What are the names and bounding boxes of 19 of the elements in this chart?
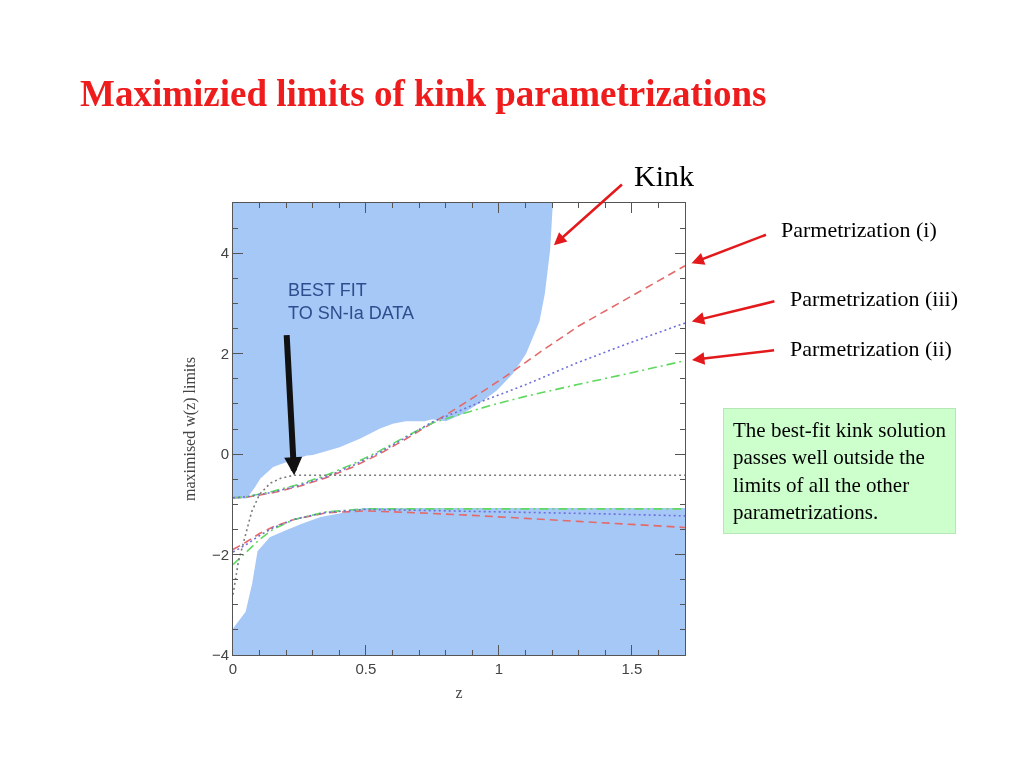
y-tick-label: −4 [211, 646, 229, 664]
y-tick-label: −2 [211, 545, 229, 563]
x-tick-label: 1 [494, 660, 504, 677]
y-tick-label: 4 [220, 244, 229, 262]
y-axis-title: maximised w(z) limits [180, 357, 199, 501]
text: The best-fit kink solution passes well outside the limits of all the other parametrizations. [733, 418, 947, 524]
text: Parmetrization (iii) [790, 286, 958, 311]
y-tick-label: 0 [220, 445, 229, 463]
annotation: BEST FIT TO SN-Ia DATA [288, 280, 415, 324]
annotation: Kink [634, 159, 694, 192]
line-series [233, 322, 685, 499]
x-axis-title: z [455, 683, 463, 701]
text: Parmetrization (ii) [790, 336, 952, 361]
text: Parmetrization (i) [781, 217, 937, 242]
y-tick-label: 2 [220, 344, 229, 362]
x-tick-label: 1.5 [621, 660, 643, 677]
line-series [233, 264, 685, 499]
chart-title: Maximizied limits of kink parametrizations [80, 72, 767, 114]
x-tick-label: 0.5 [355, 660, 377, 677]
